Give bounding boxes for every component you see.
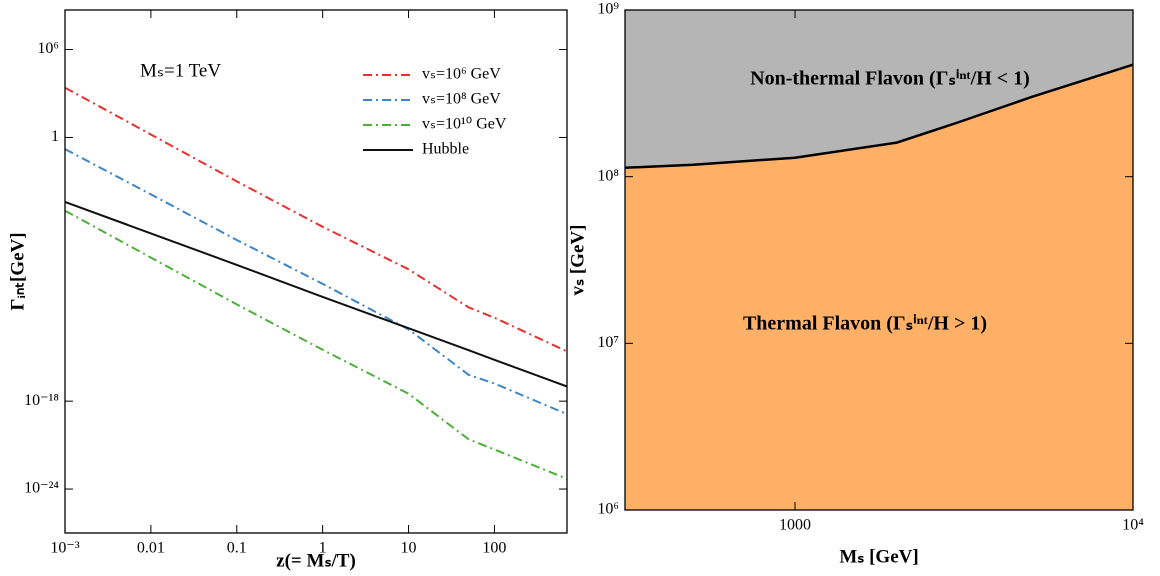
y-axis-label: vₛ [GeV] — [567, 225, 588, 296]
legend-label: vₛ=10⁸ GeV — [422, 91, 501, 108]
y-tick-label: 10⁶ — [37, 40, 59, 57]
y-tick-label: 10⁸ — [597, 167, 619, 184]
x-tick-label: 0.01 — [137, 540, 165, 557]
annotation: Mₛ=1 TeV — [140, 60, 221, 81]
y-tick-label: 10⁻²⁴ — [24, 480, 59, 497]
x-tick-label: 10⁻³ — [50, 540, 79, 557]
boundary-line — [624, 63, 1134, 170]
plot-frame — [64, 9, 568, 534]
x-axis-label: Mₛ [GeV] — [839, 546, 918, 567]
x-tick-label: 10⁴ — [1122, 517, 1144, 534]
plot-frame — [624, 9, 1134, 511]
legend-label: Hubble — [422, 141, 469, 158]
region-below — [625, 64, 1133, 510]
series-line — [64, 209, 568, 480]
region-above — [625, 10, 1133, 168]
x-tick-label: 100 — [482, 540, 506, 557]
x-tick-label: 1000 — [779, 517, 811, 534]
series-line — [64, 86, 568, 353]
y-tick-label: 10⁹ — [597, 1, 619, 18]
region-label: Thermal Flavon (Γₛⁱⁿᵗ/H > 1) — [743, 313, 987, 335]
series-line — [64, 148, 568, 416]
x-tick-label: 10 — [401, 540, 417, 557]
x-tick-label: 0.1 — [227, 540, 247, 557]
series-line — [64, 200, 568, 388]
legend-label: vₛ=10¹⁰ GeV — [422, 116, 507, 133]
y-tick-label: 10⁷ — [597, 334, 619, 351]
x-axis-label: z(= Mₛ/T) — [276, 550, 356, 571]
y-tick-label: 10⁻¹⁸ — [24, 392, 59, 409]
region-label: Non-thermal Flavon (Γₛⁱⁿᵗ/H < 1) — [750, 68, 1030, 90]
x-tick-label: 1 — [319, 540, 327, 557]
y-tick-label: 1 — [51, 128, 59, 145]
legend-label: vₛ=10⁶ GeV — [422, 66, 501, 83]
y-axis-label: Γᵢₙₜ[GeV] — [7, 232, 28, 310]
y-tick-label: 10⁶ — [597, 501, 619, 518]
